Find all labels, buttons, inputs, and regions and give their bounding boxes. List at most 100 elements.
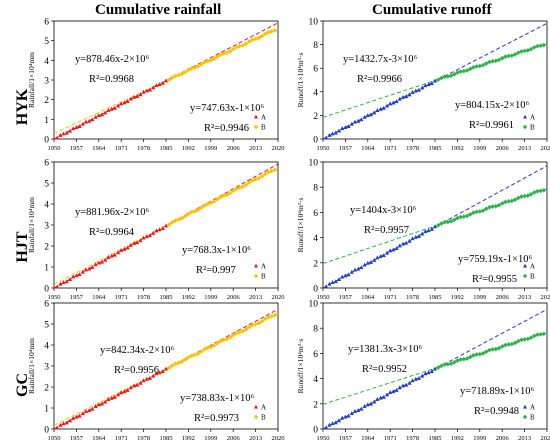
data-point-b	[448, 219, 454, 224]
data-point-b	[179, 71, 185, 77]
data-point-b	[259, 174, 265, 179]
data-point-b	[262, 316, 268, 322]
data-point-b	[471, 353, 476, 358]
x-tick-label: 1964	[92, 294, 106, 301]
data-point-b	[211, 343, 217, 348]
data-point-a	[131, 94, 137, 99]
equation-label: y=842.34x-2×10⁶	[100, 345, 174, 356]
x-tick-label: 1964	[92, 435, 106, 442]
r-squared-label: R²=0.9966	[357, 74, 402, 85]
data-point-b	[259, 33, 265, 39]
x-tick-label: 1971	[115, 294, 128, 301]
x-tick-label: 1971	[384, 294, 397, 301]
data-point-a	[103, 399, 108, 404]
data-point-a	[349, 269, 354, 274]
data-point-b	[227, 335, 233, 340]
data-point-a	[141, 378, 146, 383]
data-point-a	[87, 408, 92, 413]
data-point-b	[230, 46, 236, 52]
data-point-a	[125, 245, 130, 250]
data-point-b	[499, 55, 505, 61]
y-axis-label: Rainfall/1×10⁴mm	[27, 338, 36, 394]
data-point-b	[499, 344, 505, 349]
x-tick-label: 1992	[182, 435, 195, 442]
x-tick-label: 1964	[92, 145, 106, 152]
r-squared-label: R²=0.9956	[114, 365, 159, 376]
equation-label: y=768.3x-1×10⁶	[182, 245, 251, 256]
data-point-a	[381, 105, 386, 110]
data-point-a	[420, 231, 425, 236]
data-point-b	[176, 217, 182, 222]
equation-label: y=1381.3x-3×10⁶	[348, 344, 422, 355]
legend-marker-a	[523, 404, 527, 409]
legend-label-a: A	[530, 404, 535, 412]
data-point-a	[106, 255, 111, 259]
data-point-b	[170, 75, 175, 80]
data-point-a	[93, 114, 98, 119]
data-point-a	[103, 110, 108, 115]
data-point-a	[340, 415, 345, 420]
data-point-b	[487, 204, 492, 210]
data-point-a	[362, 262, 367, 267]
data-point-a	[147, 87, 153, 92]
y-axis-label: Rainfall/1×10⁴mm	[27, 197, 36, 253]
data-point-a	[410, 89, 415, 94]
data-point-b	[496, 57, 502, 63]
data-point-b	[272, 167, 278, 173]
data-point-a	[67, 418, 73, 423]
data-point-a	[163, 223, 169, 228]
data-point-b	[519, 194, 524, 199]
data-point-a	[77, 124, 82, 128]
r-squared-label: R²=0.9964	[89, 227, 135, 238]
data-point-a	[83, 267, 89, 272]
data-point-b	[455, 215, 460, 221]
data-point-b	[186, 211, 191, 217]
data-point-a	[160, 80, 165, 85]
data-point-a	[77, 272, 82, 277]
data-point-b	[208, 200, 214, 206]
data-point-b	[266, 314, 271, 320]
data-point-a	[336, 418, 342, 423]
data-point-b	[448, 361, 454, 367]
y-tick-label: 3	[44, 363, 49, 373]
x-tick-label: 1985	[160, 145, 173, 152]
data-point-b	[474, 352, 479, 357]
data-point-b	[512, 197, 518, 203]
data-point-b	[528, 335, 534, 341]
data-point-b	[250, 178, 255, 183]
data-point-a	[80, 269, 85, 274]
data-point-a	[346, 124, 351, 128]
x-tick-label: 1971	[115, 145, 128, 152]
x-tick-label: 2020	[541, 145, 550, 152]
data-point-a	[324, 425, 329, 430]
data-point-b	[198, 349, 204, 354]
legend-label-b: B	[261, 414, 266, 422]
data-point-a	[64, 420, 69, 425]
data-point-b	[538, 332, 543, 337]
data-point-a	[340, 274, 345, 279]
data-point-a	[87, 266, 92, 271]
legend-marker-a	[523, 263, 527, 268]
data-point-a	[99, 401, 105, 406]
x-tick-label: 1985	[160, 435, 173, 442]
data-point-b	[195, 64, 201, 69]
data-point-a	[131, 383, 137, 388]
data-point-b	[474, 64, 479, 69]
data-point-a	[394, 246, 399, 251]
data-point-b	[262, 31, 268, 37]
data-point-b	[477, 351, 483, 357]
data-point-a	[384, 392, 390, 397]
data-point-a	[80, 411, 85, 416]
x-tick-label: 2013	[249, 435, 262, 442]
y-tick-label: 2	[313, 112, 318, 122]
data-point-a	[74, 273, 79, 278]
data-point-b	[448, 73, 454, 79]
y-tick-label: 10	[309, 18, 319, 28]
data-point-b	[467, 212, 473, 217]
equation-label: y=1432.7x-3×10⁶	[343, 54, 417, 65]
data-point-a	[327, 422, 332, 427]
data-point-a	[372, 399, 377, 404]
x-tick-label: 2006	[496, 145, 510, 152]
data-point-a	[375, 108, 380, 112]
data-point-b	[243, 41, 249, 47]
